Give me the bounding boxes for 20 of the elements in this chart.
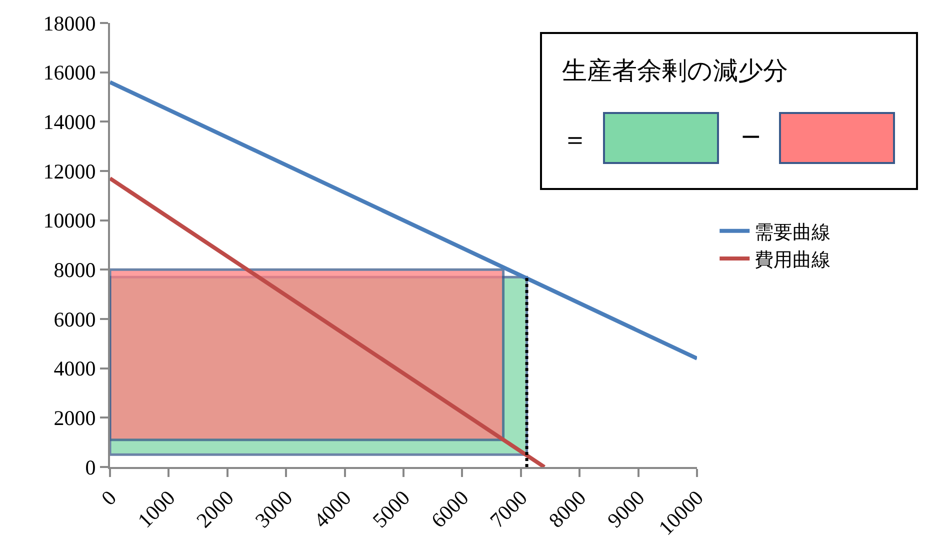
y-tick-label: 6000	[54, 307, 96, 332]
y-tick-label: 10000	[43, 208, 96, 233]
x-tick-label: 8000	[544, 486, 591, 532]
y-tick-label: 8000	[54, 258, 96, 282]
y-tick-label: 16000	[43, 60, 96, 85]
x-tick-label: 4000	[309, 486, 356, 532]
y-tick-label: 0	[85, 455, 96, 480]
legend-label: 需要曲線	[754, 221, 831, 244]
y-tick-label: 4000	[54, 356, 96, 381]
annotation: ＝	[562, 124, 588, 157]
y-tick-label: 14000	[43, 110, 96, 134]
x-tick-label: 0	[96, 486, 121, 510]
y-tick-label: 2000	[54, 406, 96, 430]
annotation: 生産者余剰の減少分	[562, 55, 788, 87]
y-tick-label: 18000	[43, 11, 96, 36]
x-tick-label: 7000	[485, 486, 532, 532]
legend-label: 費用曲線	[754, 248, 831, 271]
legend-card: 生産者余剰の減少分 ＝ −	[540, 32, 918, 190]
x-tick-label: 6000	[426, 486, 474, 532]
y-tick-label: 12000	[43, 159, 96, 184]
